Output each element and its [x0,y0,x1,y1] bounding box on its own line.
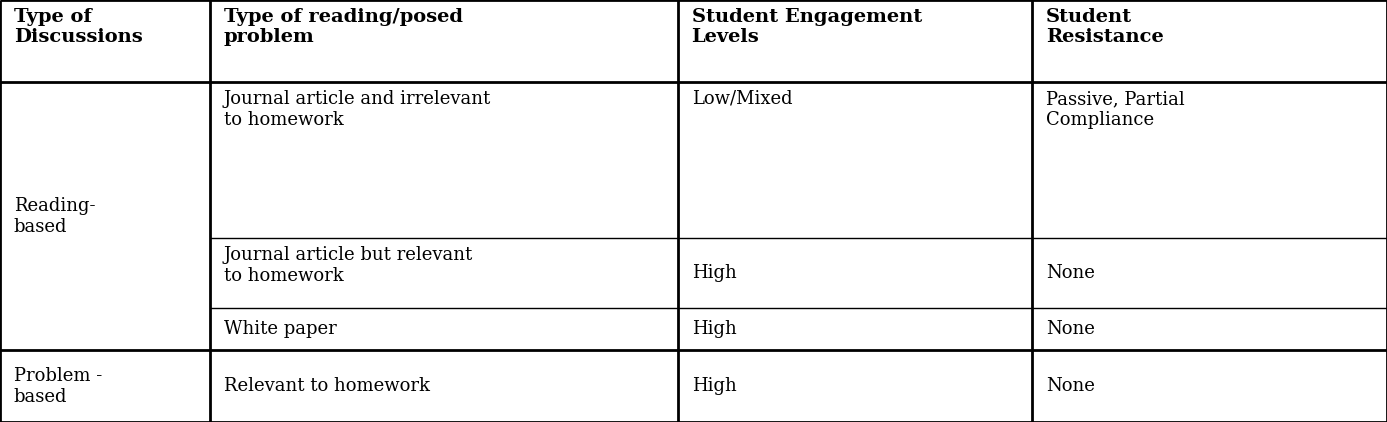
Text: None: None [1046,264,1096,282]
Text: Student Engagement
Levels: Student Engagement Levels [692,8,922,46]
Text: None: None [1046,320,1096,338]
Text: Problem -
based: Problem - based [14,367,103,406]
Text: Relevant to homework: Relevant to homework [223,377,430,395]
Text: Reading-
based: Reading- based [14,197,96,235]
Text: Type of
Discussions: Type of Discussions [14,8,143,46]
Text: High: High [692,320,736,338]
Text: Low/Mixed: Low/Mixed [692,90,792,108]
Text: None: None [1046,377,1096,395]
Text: Passive, Partial
Compliance: Passive, Partial Compliance [1046,90,1184,129]
Text: High: High [692,264,736,282]
Text: Type of reading/posed
problem: Type of reading/posed problem [223,8,463,46]
Text: Journal article but relevant
to homework: Journal article but relevant to homework [223,246,473,285]
Text: Student
Resistance: Student Resistance [1046,8,1164,46]
Text: Journal article and irrelevant
to homework: Journal article and irrelevant to homewo… [223,90,491,129]
Text: White paper: White paper [223,320,336,338]
Text: High: High [692,377,736,395]
